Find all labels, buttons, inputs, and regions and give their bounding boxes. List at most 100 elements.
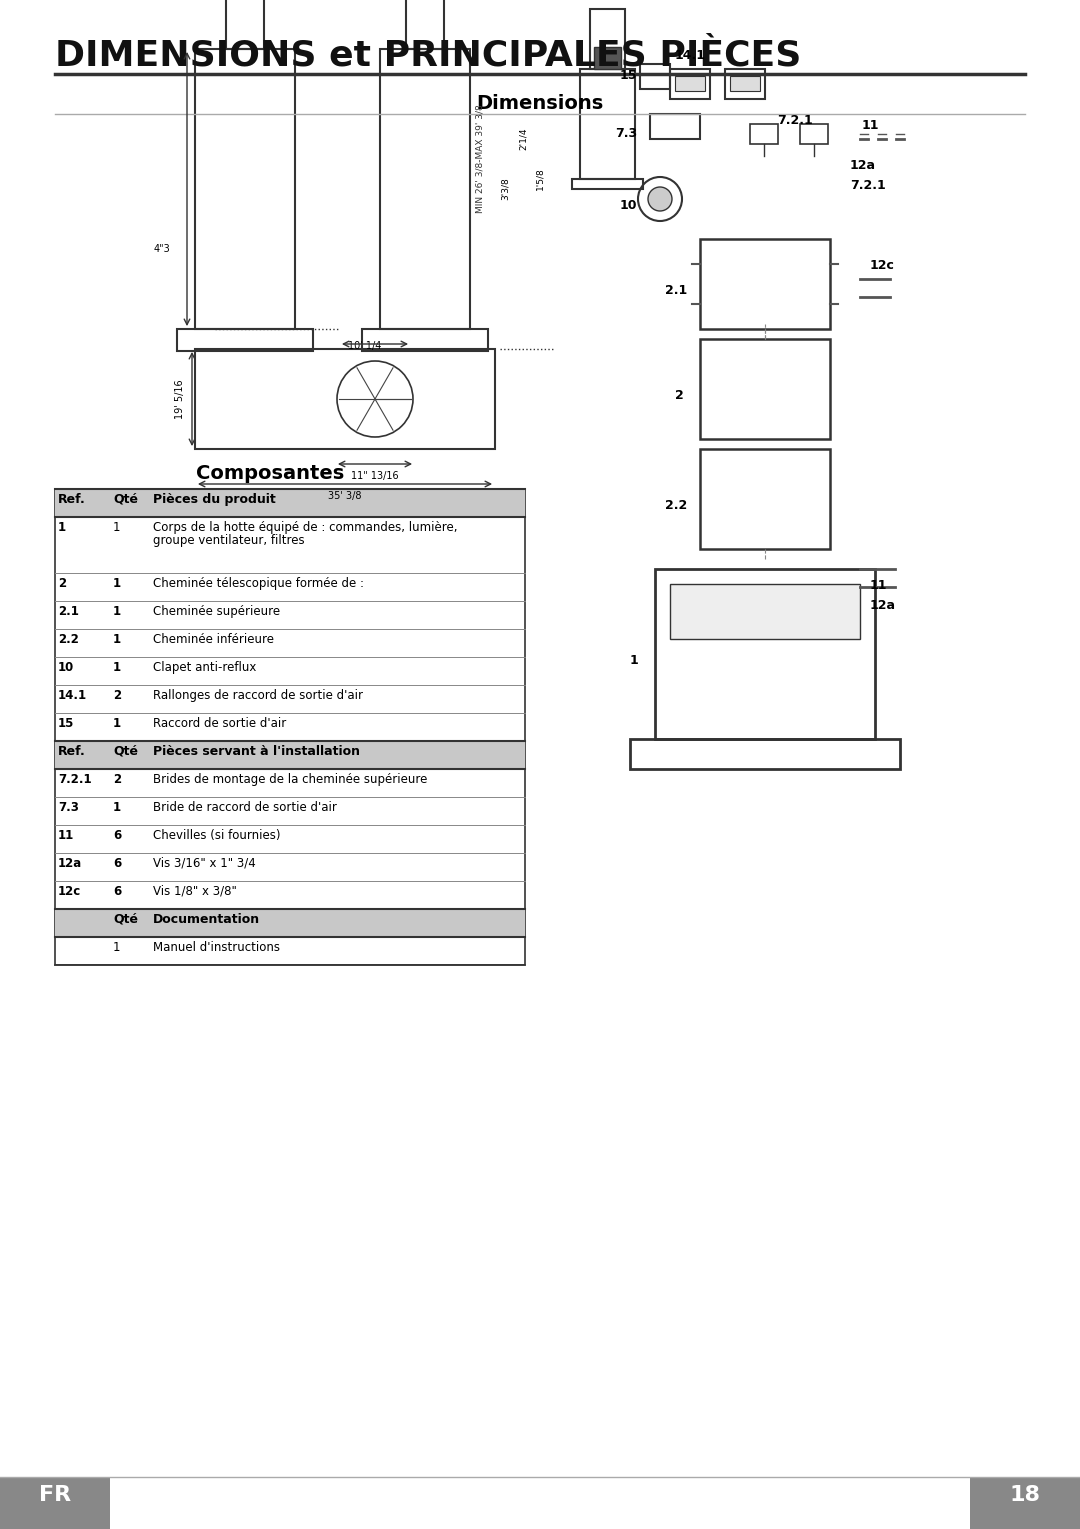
Bar (195, 349, 495, 450)
Text: 6: 6 (113, 829, 121, 842)
Bar (970, 1477, 1080, 1529)
Text: 4"3: 4"3 (153, 245, 170, 254)
Bar (630, 739, 900, 769)
Text: Vis 1/8" x 3/8": Vis 1/8" x 3/8" (153, 885, 237, 898)
Text: 7.2.1: 7.2.1 (778, 115, 813, 127)
Text: 2: 2 (113, 774, 121, 786)
Bar (362, 329, 488, 352)
Text: Documentation: Documentation (153, 913, 260, 927)
Text: 1: 1 (113, 661, 121, 674)
Bar (177, 329, 313, 352)
Circle shape (648, 187, 672, 211)
Bar (650, 115, 700, 139)
Text: FR: FR (39, 1485, 71, 1505)
Bar (580, 69, 635, 179)
Text: 2: 2 (113, 690, 121, 702)
Bar (55, 489, 525, 517)
Bar (55, 489, 525, 965)
Text: 11: 11 (58, 829, 75, 842)
Text: 18: 18 (1010, 1485, 1040, 1505)
Text: 1: 1 (113, 940, 121, 954)
Text: Qté: Qté (113, 492, 138, 506)
Text: Bride de raccord de sortie d'air: Bride de raccord de sortie d'air (153, 801, 337, 813)
Text: 1: 1 (113, 576, 121, 590)
Text: Rallonges de raccord de sortie d'air: Rallonges de raccord de sortie d'air (153, 690, 363, 702)
Text: 6: 6 (113, 856, 121, 870)
Bar (700, 239, 831, 329)
Bar (725, 69, 765, 99)
Text: 1: 1 (113, 521, 121, 534)
Bar (700, 339, 831, 439)
Text: 2.2: 2.2 (665, 498, 687, 512)
Text: Ref.: Ref. (58, 745, 85, 758)
Text: 2'1/4: 2'1/4 (518, 128, 527, 150)
Bar (800, 124, 828, 144)
Text: 12a: 12a (850, 159, 876, 171)
Bar (380, 49, 470, 329)
Bar (226, 0, 264, 49)
Text: Cheminée inférieure: Cheminée inférieure (153, 633, 274, 645)
Text: 1: 1 (630, 654, 638, 667)
Text: 35' 3/8: 35' 3/8 (328, 491, 362, 502)
Text: 7.2.1: 7.2.1 (58, 774, 92, 786)
Text: 1: 1 (58, 521, 66, 534)
Text: 11" 13/16: 11" 13/16 (351, 471, 399, 482)
Text: 1'5/8: 1'5/8 (536, 168, 544, 191)
Text: 15: 15 (620, 69, 637, 83)
Text: 12c: 12c (870, 258, 895, 272)
Text: MIN 26' 3/8-MAX 39' 3/8: MIN 26' 3/8-MAX 39' 3/8 (475, 104, 485, 214)
Text: 3'3/8: 3'3/8 (500, 177, 510, 200)
Bar (700, 450, 831, 549)
Text: Raccord de sortie d'air: Raccord de sortie d'air (153, 717, 286, 729)
Text: 11: 11 (870, 579, 888, 592)
Text: 12a: 12a (870, 599, 896, 612)
Text: 1: 1 (113, 633, 121, 645)
Text: 14.1: 14.1 (58, 690, 87, 702)
Bar (675, 76, 705, 92)
Text: Dimensions: Dimensions (476, 93, 604, 113)
Text: 2.1: 2.1 (58, 605, 79, 618)
Text: 7.3: 7.3 (615, 127, 637, 141)
Text: 2.1: 2.1 (665, 284, 687, 297)
Text: 2.2: 2.2 (58, 633, 79, 645)
Bar (670, 69, 710, 99)
Text: 1: 1 (113, 801, 121, 813)
Text: 7.3: 7.3 (58, 801, 79, 813)
Text: groupe ventilateur, filtres: groupe ventilateur, filtres (153, 534, 305, 547)
Text: 2: 2 (58, 576, 66, 590)
Bar (195, 49, 295, 329)
Bar (750, 124, 778, 144)
Text: 1: 1 (113, 717, 121, 729)
Text: 15: 15 (58, 717, 75, 729)
Bar (640, 64, 670, 89)
Text: 12c: 12c (58, 885, 81, 898)
Bar (590, 9, 625, 69)
Text: 10: 10 (620, 199, 637, 213)
Bar (654, 569, 875, 739)
Text: Corps de la hotte équipé de : commandes, lumière,: Corps de la hotte équipé de : commandes,… (153, 521, 458, 534)
Bar (730, 76, 760, 92)
Text: Composantes: Composantes (195, 463, 345, 483)
Text: Manuel d'instructions: Manuel d'instructions (153, 940, 280, 954)
Bar (55, 742, 525, 769)
Text: Qté: Qté (113, 913, 138, 927)
Text: Clapet anti-reflux: Clapet anti-reflux (153, 661, 256, 674)
Bar (0, 1477, 110, 1529)
Bar (55, 910, 525, 937)
Bar (572, 179, 643, 190)
Text: Cheminée supérieure: Cheminée supérieure (153, 605, 280, 618)
Text: 14.1: 14.1 (675, 49, 705, 63)
Text: Vis 3/16" x 1" 3/4: Vis 3/16" x 1" 3/4 (153, 856, 256, 870)
Text: Chevilles (si fournies): Chevilles (si fournies) (153, 829, 281, 842)
Text: 12a: 12a (58, 856, 82, 870)
Text: 6: 6 (113, 885, 121, 898)
Text: Pièces servant à l'installation: Pièces servant à l'installation (153, 745, 360, 758)
Text: 10: 10 (58, 661, 75, 674)
Text: Pièces du produit: Pièces du produit (153, 492, 275, 506)
Text: Brides de montage de la cheminée supérieure: Brides de montage de la cheminée supérie… (153, 774, 428, 786)
Bar (670, 584, 860, 639)
Text: 1: 1 (113, 605, 121, 618)
Text: 19' 5/16: 19' 5/16 (175, 379, 185, 419)
Text: 10' 1/4: 10' 1/4 (349, 341, 381, 352)
Text: Ref.: Ref. (58, 492, 85, 506)
